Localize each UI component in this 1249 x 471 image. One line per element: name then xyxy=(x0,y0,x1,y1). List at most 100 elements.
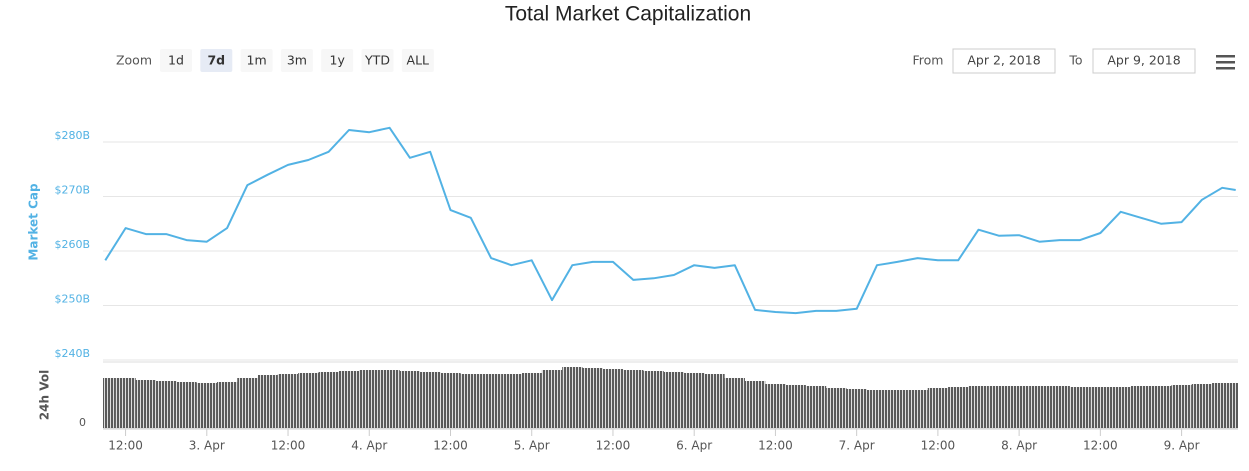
volume-bar xyxy=(704,374,725,428)
volume-bar xyxy=(103,378,116,428)
volume-bar xyxy=(1049,386,1070,428)
volume-bar xyxy=(480,374,502,428)
volume-bar xyxy=(643,371,664,428)
volume-bar xyxy=(277,374,299,428)
x-tick-label: 5. Apr xyxy=(514,439,550,453)
volume-bar xyxy=(1212,383,1229,428)
y-tick-label: $260B xyxy=(54,238,90,251)
to-input[interactable] xyxy=(1092,48,1196,74)
x-tick-label: 12:00 xyxy=(596,439,631,453)
volume-bar xyxy=(602,369,624,428)
volume-bar xyxy=(115,378,136,428)
volume-bar xyxy=(1171,385,1192,428)
volume-bar xyxy=(744,381,766,428)
volume-bar xyxy=(156,381,177,428)
menu-button[interactable] xyxy=(1216,55,1235,70)
volume-bar xyxy=(176,382,197,428)
range-button[interactable] xyxy=(280,49,313,72)
from-input[interactable] xyxy=(952,48,1056,74)
volume-bar xyxy=(399,371,421,428)
volume-bar xyxy=(684,373,705,428)
menu-bar xyxy=(1216,55,1235,58)
volume-bar xyxy=(338,371,360,428)
to-value: Apr 9, 2018 xyxy=(1107,53,1180,68)
volume-bar xyxy=(1110,387,1131,428)
range-button[interactable] xyxy=(240,49,273,72)
range-button-label: 1m xyxy=(247,53,267,68)
volume-bar xyxy=(663,372,685,428)
volume-bar xyxy=(968,386,989,428)
volume-bar xyxy=(724,378,745,428)
volume-bar xyxy=(1029,386,1050,428)
x-tick-label: 12:00 xyxy=(921,439,956,453)
y-tick-label: $280B xyxy=(54,129,90,142)
volume-bar xyxy=(521,373,542,428)
volume-bar xyxy=(948,387,969,428)
x-tick-label: 9. Apr xyxy=(1164,439,1200,453)
volume-bar xyxy=(1151,386,1172,428)
volume-bar xyxy=(988,386,1009,428)
volume-bar xyxy=(1130,386,1152,428)
volume-bar xyxy=(359,370,380,428)
volume-bar xyxy=(826,388,847,428)
x-tick-label: 12:00 xyxy=(1083,439,1118,453)
volume-bar xyxy=(866,390,888,428)
volume-axis-title: 24h Vol xyxy=(38,370,52,420)
x-tick-label: 4. Apr xyxy=(351,439,387,453)
y-axis-title: Market Cap xyxy=(27,183,41,261)
y-tick-label: $240B xyxy=(54,347,90,360)
volume-bar xyxy=(196,383,217,428)
range-button-label: 1d xyxy=(168,53,184,68)
volume-bar xyxy=(927,388,949,428)
volume-tick-label: 0 xyxy=(79,416,86,429)
volume-bar xyxy=(887,390,908,428)
x-tick-label: 12:00 xyxy=(433,439,468,453)
volume-bar xyxy=(582,368,603,428)
volume-bar xyxy=(237,378,258,428)
range-button[interactable] xyxy=(361,49,394,72)
range-button-label: ALL xyxy=(407,53,430,68)
volume-bar xyxy=(846,389,867,428)
volume-bar xyxy=(1191,384,1213,428)
volume-bar xyxy=(765,384,786,428)
menu-bar xyxy=(1216,61,1235,64)
zoom-label: Zoom xyxy=(116,53,152,68)
from-label: From xyxy=(913,53,944,68)
range-button[interactable] xyxy=(160,49,192,72)
volume-bar xyxy=(460,374,481,428)
volume-bar xyxy=(1090,387,1111,428)
range-button-label: 7d xyxy=(207,53,225,68)
volume-bar xyxy=(1008,386,1030,428)
volume-bar xyxy=(298,373,319,428)
x-tick-label: 6. Apr xyxy=(676,439,712,453)
x-tick-label: 12:00 xyxy=(758,439,793,453)
market-cap-line xyxy=(104,126,1236,315)
volume-bar xyxy=(623,370,644,428)
volume-bar xyxy=(562,367,583,428)
volume-bar xyxy=(501,374,522,428)
volume-bar xyxy=(318,372,339,428)
range-button-label: 3m xyxy=(287,53,307,68)
y-tick-label: $250B xyxy=(54,293,90,306)
range-button[interactable] xyxy=(401,49,434,72)
x-tick-label: 3. Apr xyxy=(189,439,225,453)
volume-bar xyxy=(805,386,827,428)
from-value: Apr 2, 2018 xyxy=(967,53,1040,68)
volume-bar xyxy=(135,380,157,428)
range-button-label: 1y xyxy=(330,53,346,68)
volume-bar xyxy=(1069,387,1091,428)
chart-title: Total Market Capitalization xyxy=(505,3,751,26)
x-tick-label: 12:00 xyxy=(108,439,143,453)
range-button[interactable] xyxy=(200,49,233,72)
volume-bar xyxy=(257,375,278,428)
range-button-label: YTD xyxy=(364,53,390,68)
volume-bar xyxy=(420,372,441,428)
x-tick-label: 12:00 xyxy=(271,439,306,453)
volume-bar xyxy=(440,373,461,428)
volume-bar xyxy=(1228,383,1238,428)
volume-bar xyxy=(541,370,563,428)
volume-bar xyxy=(216,382,238,428)
range-button[interactable] xyxy=(321,49,354,72)
x-tick-label: 7. Apr xyxy=(839,439,875,453)
